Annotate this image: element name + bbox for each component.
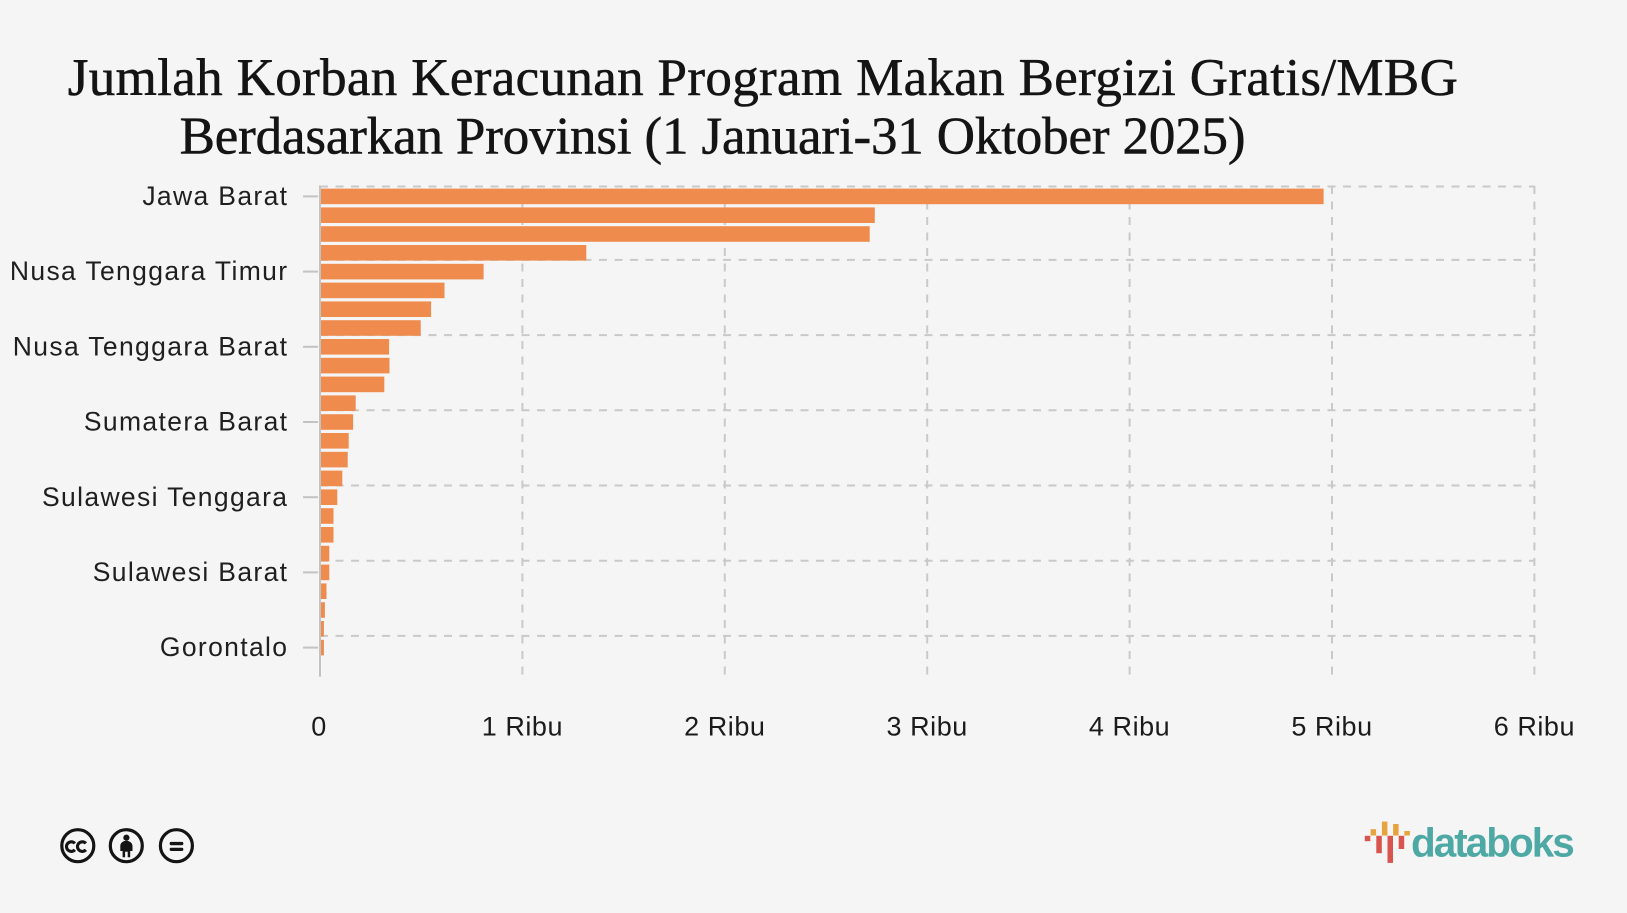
- svg-text:2 Ribu: 2 Ribu: [684, 712, 765, 742]
- svg-text:Jumlah Korban Keracunan Progra: Jumlah Korban Keracunan Program Makan Be…: [68, 49, 1458, 107]
- svg-text:Nusa Tenggara Timur: Nusa Tenggara Timur: [10, 256, 289, 286]
- svg-text:Berdasarkan Provinsi (1 Januar: Berdasarkan Provinsi (1 Januari-31 Oktob…: [180, 108, 1246, 166]
- svg-text:Sumatera Barat: Sumatera Barat: [84, 407, 289, 437]
- svg-text:Nusa Tenggara Barat: Nusa Tenggara Barat: [13, 331, 289, 361]
- svg-text:Sulawesi Barat: Sulawesi Barat: [93, 557, 289, 587]
- svg-text:5 Ribu: 5 Ribu: [1291, 712, 1372, 742]
- svg-text:1 Ribu: 1 Ribu: [482, 712, 563, 742]
- svg-text:4 Ribu: 4 Ribu: [1089, 712, 1170, 742]
- svg-text:Gorontalo: Gorontalo: [160, 632, 289, 662]
- svg-text:Sulawesi Tenggara: Sulawesi Tenggara: [42, 482, 288, 512]
- svg-text:3 Ribu: 3 Ribu: [887, 712, 968, 742]
- svg-text:6 Ribu: 6 Ribu: [1494, 712, 1575, 742]
- svg-text:0: 0: [311, 712, 327, 742]
- svg-text:databoks: databoks: [1411, 820, 1573, 866]
- svg-text:Jawa Barat: Jawa Barat: [142, 181, 288, 211]
